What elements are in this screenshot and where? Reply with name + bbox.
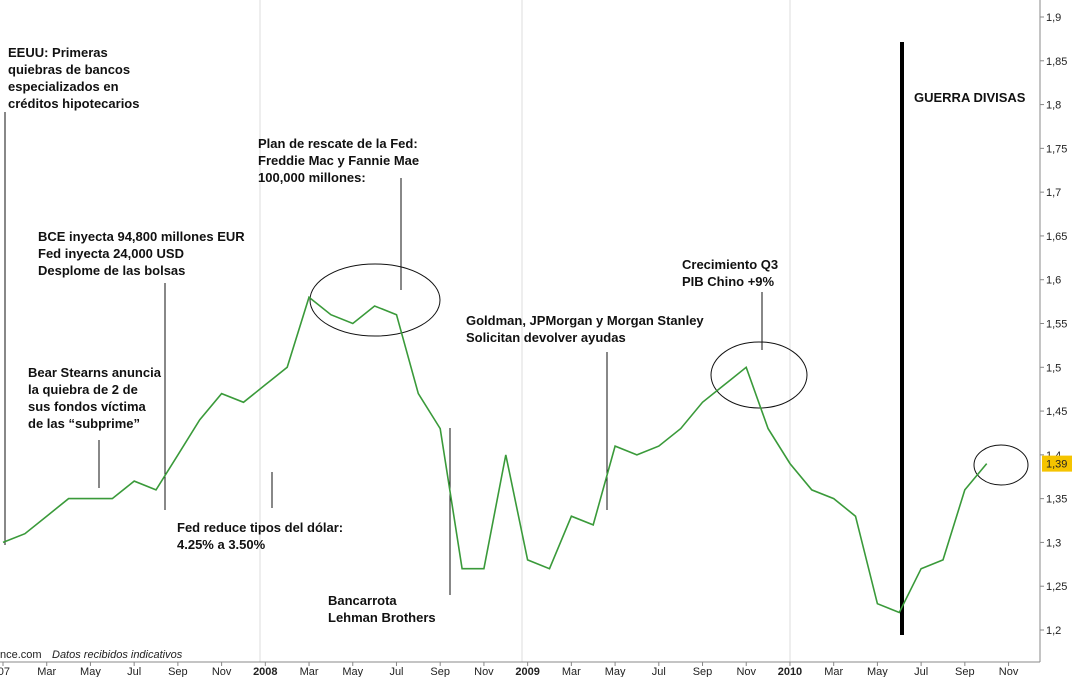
annotation: Bancarrota (328, 593, 397, 608)
last-price-box (1042, 455, 1072, 472)
y-tick-label: 1,6 (1046, 275, 1061, 287)
x-tick-label: Nov (999, 666, 1019, 677)
y-tick-label: 1,8 (1046, 100, 1061, 112)
annotation: Plan de rescate de la Fed: (258, 136, 418, 151)
y-tick-label: 1,25 (1046, 581, 1067, 593)
x-tick-label: Mar (37, 666, 56, 677)
y-tick-label: 1,3 (1046, 537, 1061, 549)
annotation: 100,000 millones: (258, 170, 366, 185)
annotation: Fed inyecta 24,000 USD (38, 246, 184, 261)
highlight-ellipse (309, 263, 441, 337)
x-tick-label: May (867, 666, 888, 677)
y-tick-label: 1,85 (1046, 56, 1067, 68)
y-tick-label: 1,45 (1046, 406, 1067, 418)
x-tick-label: Jul (389, 666, 403, 677)
source: nce.com (0, 649, 42, 661)
note: Datos recibidos indicativos (52, 649, 183, 661)
annotation: EEUU: Primeras (8, 45, 108, 60)
x-tick-label: Jul (127, 666, 141, 677)
x-tick-label: Nov (474, 666, 494, 677)
annotation: 4.25% a 3.50% (177, 537, 266, 552)
x-tick-label: Mar (824, 666, 843, 677)
x-tick-label: May (605, 666, 626, 677)
x-tick-label: May (342, 666, 363, 677)
x-tick-label: May (80, 666, 101, 677)
annotation: PIB Chino +9% (682, 274, 775, 289)
y-tick-label: 1,5 (1046, 362, 1061, 374)
annotation: Desplome de las bolsas (38, 263, 185, 278)
y-tick-label: 1,7 (1046, 187, 1061, 199)
annotation: Crecimiento Q3 (682, 257, 778, 272)
annotation: quiebras de bancos (8, 62, 130, 77)
annotation: Lehman Brothers (328, 610, 436, 625)
x-tick-label: Sep (955, 666, 975, 677)
annotation: sus fondos víctima (28, 399, 147, 414)
y-tick-label: 1,75 (1046, 143, 1067, 155)
price-line (2, 295, 988, 614)
annotation: Solicitan devolver ayudas (466, 330, 626, 345)
annotation: Freddie Mac y Fannie Mae (258, 153, 419, 168)
annotation: BCE inyecta 94,800 millones EUR (38, 229, 245, 244)
x-tick-label: Sep (430, 666, 450, 677)
x-tick-label: Nov (736, 666, 756, 677)
highlight-ellipse (973, 444, 1029, 486)
highlights (309, 263, 1029, 486)
x-tick-label: Nov (212, 666, 232, 677)
annotation: Fed reduce tipos del dólar: (177, 520, 343, 535)
x-tick-label: 2010 (778, 666, 802, 677)
pointers (4, 42, 904, 635)
x-tick-label: 2008 (253, 666, 277, 677)
y-tick-label: 1,35 (1046, 494, 1067, 506)
x-tick-label: Sep (168, 666, 188, 677)
annotation: de las “subprime” (28, 416, 140, 431)
x-tick-label: 2009 (515, 666, 539, 677)
annotation: GUERRA DIVISAS (914, 90, 1026, 105)
annotation: especializados en (8, 79, 119, 94)
annotation: Bear Stearns anuncia (28, 365, 162, 380)
annotation: Goldman, JPMorgan y Morgan Stanley (466, 313, 704, 328)
last-price-label: 1,39 (1046, 459, 1067, 471)
x-tick-label: Mar (562, 666, 581, 677)
x-tick-label: 07 (0, 666, 10, 677)
y-tick-label: 1,2 (1046, 625, 1061, 637)
y-tick-label: 1,55 (1046, 319, 1067, 331)
x-tick-label: Jul (652, 666, 666, 677)
x-tick-label: Sep (693, 666, 713, 677)
y-tick-label: 1,65 (1046, 231, 1067, 243)
annotation: créditos hipotecarios (8, 96, 139, 111)
x-tick-label: Jul (914, 666, 928, 677)
x-tick-label: Mar (300, 666, 319, 677)
annotation: la quiebra de 2 de (28, 382, 138, 397)
highlight-ellipse (710, 341, 808, 409)
y-tick-label: 1,9 (1046, 12, 1061, 24)
